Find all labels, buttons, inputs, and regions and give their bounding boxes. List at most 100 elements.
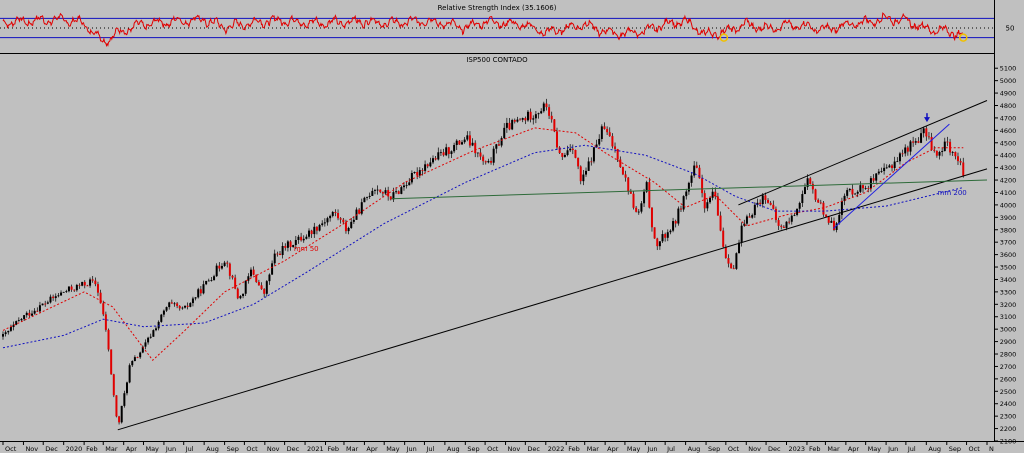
candle-body	[505, 122, 508, 128]
price-x-tick-label: Oct	[969, 445, 981, 453]
candle-body	[738, 242, 741, 254]
candle-body	[553, 119, 556, 132]
candle-body	[761, 195, 764, 205]
candle-body	[445, 147, 448, 156]
candle-body	[814, 189, 817, 200]
candle-body	[619, 159, 622, 168]
candle-body	[131, 360, 134, 366]
candle-body	[479, 152, 482, 157]
candle-body	[305, 236, 308, 239]
candle-body	[271, 263, 274, 275]
candle-body	[774, 208, 777, 221]
candle-body	[89, 279, 92, 286]
candle-body	[236, 288, 239, 299]
price-y-tick-label: 4700	[1000, 114, 1017, 122]
candle-body	[664, 234, 667, 238]
candle-body	[582, 174, 585, 182]
candle-body	[817, 199, 820, 203]
candle-body	[297, 236, 300, 240]
candle-body	[173, 303, 176, 305]
price-x-tick-label: May	[386, 445, 400, 453]
price-x-tick-label: Sep	[227, 445, 239, 453]
candle-body	[603, 126, 606, 129]
candle-body	[872, 178, 875, 181]
candle-body	[624, 174, 627, 178]
price-y-tick-label: 3900	[1000, 214, 1017, 222]
candle-body	[819, 202, 822, 204]
candle-body	[959, 161, 962, 163]
candle-body	[170, 302, 173, 304]
candle-body	[901, 153, 904, 155]
candle-body	[104, 314, 107, 330]
candle-body	[566, 150, 569, 155]
candle-body	[777, 220, 780, 226]
candle-body	[550, 115, 553, 120]
candle-body	[181, 307, 184, 309]
candle-body	[561, 152, 564, 157]
price-x-tick-label: Mar	[587, 445, 600, 453]
candle-body	[682, 196, 685, 210]
candle-body	[371, 190, 374, 196]
candle-body	[429, 162, 432, 167]
rsi-markers	[719, 33, 968, 42]
candle-body	[790, 215, 793, 222]
price-y-tick-label: 2500	[1000, 388, 1017, 396]
candle-body	[273, 253, 276, 264]
candle-body	[943, 141, 946, 152]
price-y-tick-label: 3200	[1000, 301, 1017, 309]
candle-body	[284, 245, 287, 248]
price-x-tick-label: Feb	[328, 445, 340, 453]
candle-body	[218, 265, 221, 269]
candle-body	[695, 165, 698, 168]
candle-body	[344, 222, 347, 232]
candle-body	[956, 156, 959, 162]
candle-body	[508, 122, 511, 130]
candle-body	[862, 185, 865, 189]
candle-body	[534, 114, 537, 119]
line-mm-50	[2, 127, 964, 361]
price-y-tick-label: 2600	[1000, 375, 1017, 383]
candle-body	[608, 132, 611, 137]
price-y-tick-label: 2200	[1000, 425, 1017, 433]
candle-body	[62, 291, 65, 293]
candle-body	[809, 178, 812, 184]
candle-body	[292, 245, 295, 248]
candle-body	[471, 142, 474, 146]
candle-body	[587, 161, 590, 171]
price-x-tick-label: Nov	[25, 445, 38, 453]
candle-body	[690, 175, 693, 183]
candle-body	[666, 232, 669, 238]
candle-body	[4, 332, 7, 335]
candle-body	[384, 190, 387, 194]
candle-body	[490, 160, 493, 163]
price-y-tick-label: 2400	[1000, 400, 1017, 408]
rsi-axis: 50	[1006, 25, 1015, 33]
candle-body	[548, 107, 551, 116]
price-y-tick-label: 4400	[1000, 152, 1017, 160]
candle-body	[308, 230, 311, 237]
candle-body	[149, 336, 152, 338]
candle-body	[645, 182, 648, 192]
candle-body	[437, 152, 440, 160]
candle-body	[400, 187, 403, 194]
candle-body	[234, 277, 237, 289]
arrow-down-icon	[923, 117, 930, 123]
candle-body	[709, 197, 712, 203]
candle-body	[402, 185, 405, 188]
line-mm-50-label: mm 50	[294, 245, 319, 253]
candle-body	[439, 152, 442, 154]
candle-body	[463, 139, 466, 143]
price-x-tick-label: Mar	[827, 445, 840, 453]
candle-body	[716, 196, 719, 216]
candle-body	[730, 263, 733, 269]
candle-body	[213, 276, 216, 281]
candle-body	[526, 111, 529, 121]
candle-body	[782, 226, 785, 228]
candle-body	[139, 352, 142, 358]
candle-body	[643, 191, 646, 204]
candle-body	[186, 305, 189, 307]
candle-body	[81, 281, 84, 286]
price-x-tick-label: Oct	[728, 445, 740, 453]
candle-body	[727, 258, 730, 264]
